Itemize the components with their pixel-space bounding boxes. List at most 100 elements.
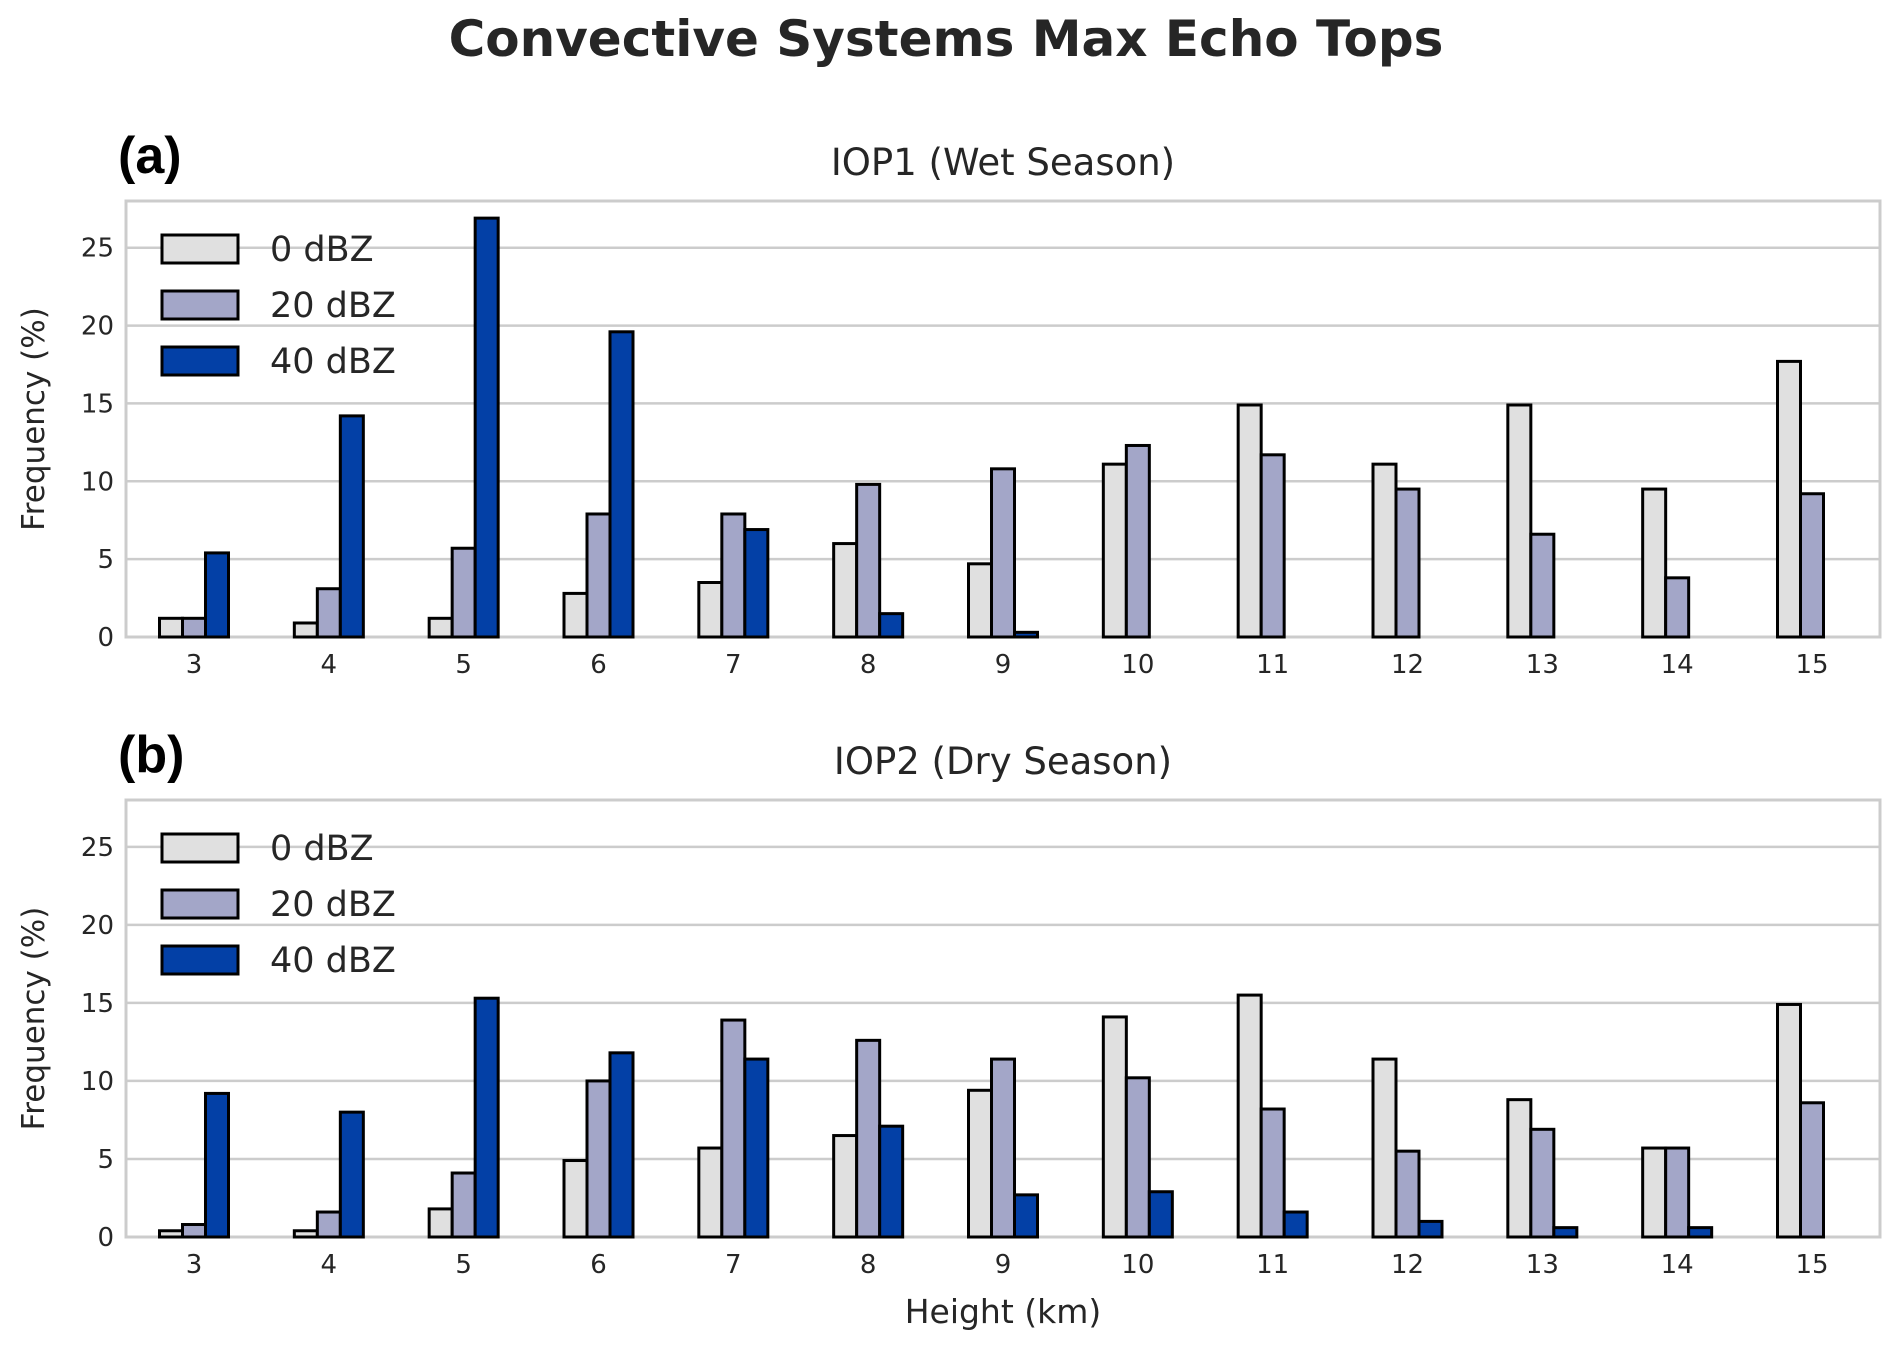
bar-40-dbz-10km [1147,1190,1174,1239]
bar-20-dbz-3km [181,1223,207,1239]
bar-40-dbz-7km [743,528,770,639]
bar-40-dbz-4km [338,1110,365,1239]
x-tick-label: 12 [1391,650,1424,680]
bar-20-dbz-3km [181,616,207,639]
y-axis-label: Frequency (%) [16,307,52,531]
bar-40-dbz-3km [204,1091,230,1239]
legend-swatch [160,345,240,377]
x-tick-label: 7 [725,1250,742,1280]
x-tick-label: 13 [1526,1250,1559,1280]
bar-20-dbz-9km [990,1057,1016,1239]
bar-40-dbz-4km [338,414,365,639]
bar-0-dbz-15km [1776,1002,1802,1239]
x-tick-label: 9 [995,1250,1012,1280]
y-tick-label: 15 [81,989,114,1019]
x-tick-label: 15 [1795,650,1828,680]
bar-20-dbz-12km [1394,1149,1421,1239]
bar-20-dbz-5km [450,1171,477,1239]
bar-0-dbz-8km [832,1134,859,1239]
bar-40-dbz-9km [1013,630,1039,639]
bar-40-dbz-8km [878,1124,905,1239]
bar-0-dbz-6km [562,591,589,639]
legend-label: 0 dBZ [270,829,374,869]
bar-20-dbz-9km [990,467,1016,639]
panel-title: IOP1 (Wet Season) [831,141,1175,184]
x-tick-label: 11 [1256,1250,1289,1280]
x-tick-label: 4 [321,1250,338,1280]
bar-40-dbz-5km [473,216,500,639]
y-tick-label: 15 [81,389,114,419]
y-tick-label: 10 [81,467,114,497]
bar-0-dbz-7km [697,581,724,639]
bar-20-dbz-15km [1799,1101,1825,1239]
bar-0-dbz-10km [1101,1015,1128,1239]
bar-0-dbz-11km [1236,403,1263,639]
bar-0-dbz-12km [1371,1057,1398,1239]
panel-b: 0 5 10 15 20 25 3 4 5 6 7 8 9 10 11 12 13 14 15 IOP2 (Dry S… [16,726,1882,1280]
y-tick-label: 5 [97,1145,114,1175]
bar-40-dbz-7km [743,1057,770,1239]
bar-20-dbz-14km [1664,1146,1691,1239]
x-tick-label: 6 [590,650,607,680]
x-tick-label: 15 [1795,1250,1828,1280]
bar-20-dbz-13km [1529,532,1556,639]
legend-label: 0 dBZ [270,230,374,270]
bar-0-dbz-10km [1101,462,1128,639]
bar-20-dbz-4km [315,1210,342,1239]
legend-swatch [160,944,240,976]
bar-0-dbz-9km [967,1088,993,1239]
x-tick-label: 5 [455,1250,472,1280]
y-tick-label: 25 [81,234,114,264]
bar-0-dbz-3km [158,1229,184,1239]
panel-a: 0 5 10 15 20 25 3 4 5 6 7 8 9 10 11 12 13 14 15 IOP1 (Wet S… [16,127,1882,680]
bar-0-dbz-13km [1506,403,1533,639]
x-tick-label: 8 [860,650,877,680]
bar-20-dbz-4km [315,587,342,639]
bar-0-dbz-14km [1641,487,1668,639]
y-tick-label: 20 [81,911,114,941]
bar-20-dbz-5km [450,546,477,639]
x-tick-label: 10 [1121,1250,1154,1280]
bar-20-dbz-8km [855,1038,882,1239]
bar-0-dbz-6km [562,1159,589,1239]
legend-swatch [160,233,240,265]
bar-20-dbz-10km [1124,443,1151,639]
x-tick-label: 7 [725,650,742,680]
y-axis-label: Frequency (%) [16,907,52,1131]
panel-letter: (a) [118,127,182,185]
bar-20-dbz-10km [1124,1076,1151,1239]
bar-20-dbz-7km [720,512,747,639]
bar-40-dbz-6km [608,330,635,639]
bar-0-dbz-8km [832,542,859,639]
bar-20-dbz-11km [1259,1107,1286,1239]
bar-20-dbz-6km [585,1079,612,1239]
legend-label: 20 dBZ [270,885,396,925]
x-tick-label: 10 [1121,650,1154,680]
panel-title: IOP2 (Dry Season) [834,740,1172,783]
bar-20-dbz-15km [1799,492,1825,639]
bar-0-dbz-14km [1641,1146,1668,1239]
bar-40-dbz-13km [1552,1226,1579,1239]
bar-0-dbz-4km [292,621,319,639]
x-tick-label: 8 [860,1250,877,1280]
bar-0-dbz-12km [1371,462,1398,639]
x-tick-label: 6 [590,1250,607,1280]
bar-40-dbz-6km [608,1051,635,1239]
legend-label: 40 dBZ [270,342,396,382]
y-tick-label: 20 [81,312,114,342]
y-tick-label: 25 [81,833,114,863]
legend-label: 40 dBZ [270,941,396,981]
x-axis-label: Height (km) [905,1292,1102,1331]
legend-swatch [160,289,240,321]
bar-40-dbz-3km [204,551,230,639]
x-tick-label: 13 [1526,650,1559,680]
y-tick-label: 0 [97,1223,114,1253]
legend-swatch [160,832,240,864]
x-tick-label: 12 [1391,1250,1424,1280]
y-tick-label: 5 [97,545,114,575]
bar-40-dbz-9km [1013,1193,1039,1239]
bar-0-dbz-4km [292,1229,319,1239]
x-tick-label: 3 [186,1250,203,1280]
legend-swatch [160,888,240,920]
